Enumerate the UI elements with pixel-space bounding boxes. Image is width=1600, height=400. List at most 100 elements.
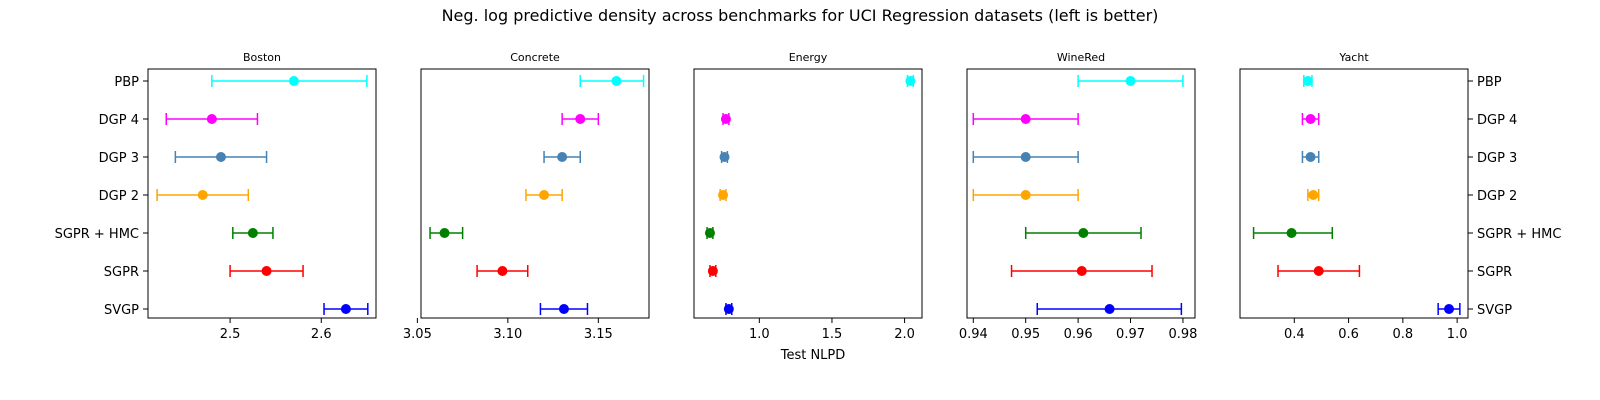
- errorbar-dgp-3: [719, 151, 730, 163]
- x-tick-label: 2.6: [311, 327, 332, 342]
- y-tick-label-svgp: SVGP: [104, 303, 139, 318]
- point-dgp-4: [720, 114, 731, 124]
- point-dgp-3: [719, 152, 730, 162]
- point-dgp-4: [1305, 114, 1316, 124]
- panel-yacht: Yacht 0.4 0.6 0.8 1.0 PBP DGP 4 DGP 3 DGP 2 SGPR …: [1239, 51, 1561, 342]
- x-tick-label: 3.10: [493, 327, 522, 342]
- errorbar-dgp-3: [543, 151, 581, 163]
- x-tick-label: 0.4: [1284, 327, 1305, 342]
- errorbar-sgpr: [229, 265, 304, 277]
- y-tick-label-sgpr-hmc: SGPR + HMC: [55, 227, 139, 242]
- point-svgp: [340, 304, 351, 314]
- x-axis-label: Test NLPD: [780, 348, 846, 363]
- errorbar-dgp-2: [156, 189, 250, 201]
- errorbar-pbp: [211, 75, 368, 87]
- x-tick-label: 0.94: [959, 327, 988, 342]
- panel-title: Energy: [789, 51, 828, 64]
- x-tick-label: 1.5: [822, 327, 843, 342]
- panel-concrete: Concrete 3.05 3.10 3.15: [403, 51, 650, 342]
- x-tick-label: 0.97: [1116, 327, 1145, 342]
- point-pbp: [1125, 76, 1136, 86]
- panel-frame: [1239, 68, 1469, 319]
- point-pbp: [1302, 76, 1313, 86]
- point-pbp: [905, 76, 916, 86]
- errorbar-dgp-2: [1307, 189, 1320, 201]
- point-svgp: [558, 304, 569, 314]
- errorbar-svgp: [1036, 303, 1183, 315]
- errorbar-pbp: [905, 75, 916, 87]
- errorbar-dgp-2: [525, 189, 563, 201]
- y-tick-label-right-dgp-2: DGP 2: [1477, 189, 1517, 204]
- figure-title: Neg. log predictive density across bench…: [442, 6, 1159, 25]
- panel-title: WineRed: [1057, 51, 1105, 64]
- errorbar-svgp: [1437, 303, 1461, 315]
- errorbar-sgpr-hmc: [704, 227, 715, 239]
- errorbar-pbp: [1302, 75, 1313, 87]
- panel-frame: [420, 68, 650, 319]
- y-tick-label-right-svgp: SVGP: [1477, 303, 1512, 318]
- errorbar-sgpr-hmc: [232, 227, 274, 239]
- errorbar-sgpr: [476, 265, 529, 277]
- x-tick-label: 3.15: [584, 327, 613, 342]
- errorbar-dgp-2: [972, 189, 1079, 201]
- x-tick-label: 0.8: [1393, 327, 1414, 342]
- point-dgp-4: [575, 114, 586, 124]
- point-dgp-4: [1020, 114, 1031, 124]
- point-sgpr-hmc: [704, 228, 715, 238]
- point-sgpr: [497, 266, 508, 276]
- point-sgpr-hmc: [1286, 228, 1297, 238]
- errorbar-dgp-4: [720, 113, 731, 125]
- errorbar-sgpr: [1010, 265, 1153, 277]
- y-tick-label-right-pbp: PBP: [1477, 75, 1502, 90]
- point-dgp-2: [718, 190, 729, 200]
- y-tick-label-right-sgpr-hmc: SGPR + HMC: [1477, 227, 1561, 242]
- errorbar-svgp: [323, 303, 369, 315]
- point-dgp-3: [1305, 152, 1316, 162]
- x-tick-label: 1.0: [1447, 327, 1468, 342]
- point-sgpr: [707, 266, 718, 276]
- errorbar-dgp-3: [1301, 151, 1320, 163]
- point-dgp-3: [1020, 152, 1031, 162]
- y-tick-label-pbp: PBP: [114, 75, 139, 90]
- point-sgpr: [1076, 266, 1087, 276]
- point-dgp-2: [197, 190, 208, 200]
- errorbar-dgp-3: [174, 151, 268, 163]
- point-pbp: [288, 76, 299, 86]
- x-tick-label: 3.05: [403, 327, 432, 342]
- x-tick-label: 1.0: [749, 327, 770, 342]
- point-sgpr-hmc: [247, 228, 258, 238]
- point-sgpr-hmc: [439, 228, 450, 238]
- errorbar-svgp: [539, 303, 589, 315]
- errorbar-pbp: [1077, 75, 1184, 87]
- errorbar-dgp-4: [972, 113, 1079, 125]
- x-tick-label: 0.98: [1168, 327, 1197, 342]
- point-dgp-4: [206, 114, 217, 124]
- panel-frame: [966, 68, 1196, 319]
- panel-title: Boston: [243, 51, 281, 64]
- errorbar-dgp-4: [165, 113, 259, 125]
- point-dgp-3: [215, 152, 226, 162]
- x-tick-label: 2.0: [894, 327, 915, 342]
- x-tick-label: 2.5: [220, 327, 241, 342]
- errorbar-sgpr-hmc: [1252, 227, 1334, 239]
- errorbar-dgp-4: [1301, 113, 1320, 125]
- y-tick-label-right-sgpr: SGPR: [1477, 265, 1512, 280]
- panels: Boston 2.5 2.6 PBP DGP 4 DGP 3 DGP 2 SGPR + HMC…: [55, 51, 1562, 342]
- errorbar-dgp-2: [718, 189, 729, 201]
- point-svgp: [723, 304, 734, 314]
- errorbar-sgpr: [707, 265, 718, 277]
- point-svgp: [1444, 304, 1454, 314]
- panel-energy: Energy 1.0 1.5 2.0: [693, 51, 923, 342]
- panel-frame: [147, 68, 377, 319]
- point-pbp: [611, 76, 622, 86]
- panel-title: Concrete: [510, 51, 560, 64]
- panel-title: Yacht: [1338, 51, 1369, 64]
- panel-frame: [693, 68, 923, 319]
- point-dgp-2: [1020, 190, 1031, 200]
- point-sgpr: [1313, 266, 1324, 276]
- errorbar-svgp: [723, 303, 734, 315]
- y-tick-label-sgpr: SGPR: [104, 265, 139, 280]
- errorbar-dgp-3: [972, 151, 1079, 163]
- errorbar-sgpr-hmc: [1024, 227, 1142, 239]
